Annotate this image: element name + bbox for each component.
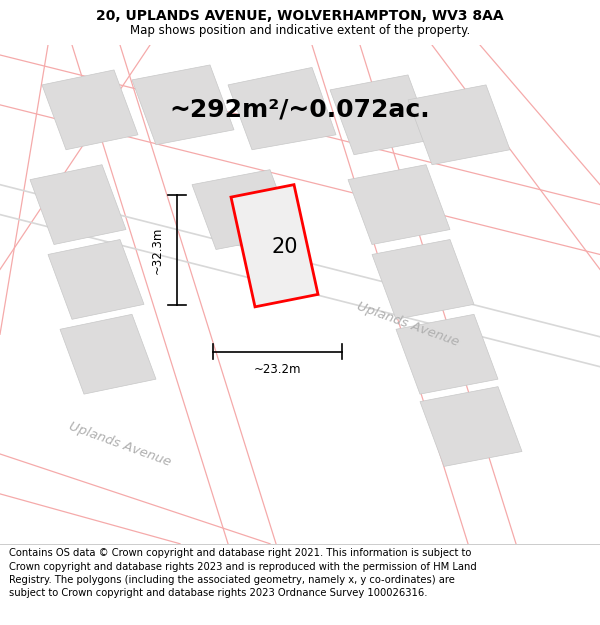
Text: Uplands Avenue: Uplands Avenue bbox=[355, 300, 461, 349]
Text: Map shows position and indicative extent of the property.: Map shows position and indicative extent… bbox=[130, 24, 470, 37]
Polygon shape bbox=[420, 387, 522, 466]
Polygon shape bbox=[330, 75, 432, 155]
Text: ~23.2m: ~23.2m bbox=[254, 362, 301, 376]
Text: ~292m²/~0.072ac.: ~292m²/~0.072ac. bbox=[170, 98, 430, 121]
Polygon shape bbox=[231, 184, 318, 307]
Polygon shape bbox=[42, 70, 138, 150]
Text: 20, UPLANDS AVENUE, WOLVERHAMPTON, WV3 8AA: 20, UPLANDS AVENUE, WOLVERHAMPTON, WV3 8… bbox=[96, 9, 504, 23]
Polygon shape bbox=[372, 239, 474, 319]
Polygon shape bbox=[228, 68, 336, 150]
Polygon shape bbox=[132, 65, 234, 145]
Text: Contains OS data © Crown copyright and database right 2021. This information is : Contains OS data © Crown copyright and d… bbox=[9, 548, 477, 598]
Polygon shape bbox=[30, 165, 126, 244]
Text: ~32.3m: ~32.3m bbox=[151, 226, 164, 274]
Polygon shape bbox=[408, 85, 510, 165]
Polygon shape bbox=[60, 314, 156, 394]
Polygon shape bbox=[348, 165, 450, 244]
Polygon shape bbox=[396, 314, 498, 394]
Polygon shape bbox=[192, 169, 294, 249]
Text: Uplands Avenue: Uplands Avenue bbox=[67, 419, 173, 469]
Polygon shape bbox=[48, 239, 144, 319]
Text: 20: 20 bbox=[272, 237, 298, 257]
